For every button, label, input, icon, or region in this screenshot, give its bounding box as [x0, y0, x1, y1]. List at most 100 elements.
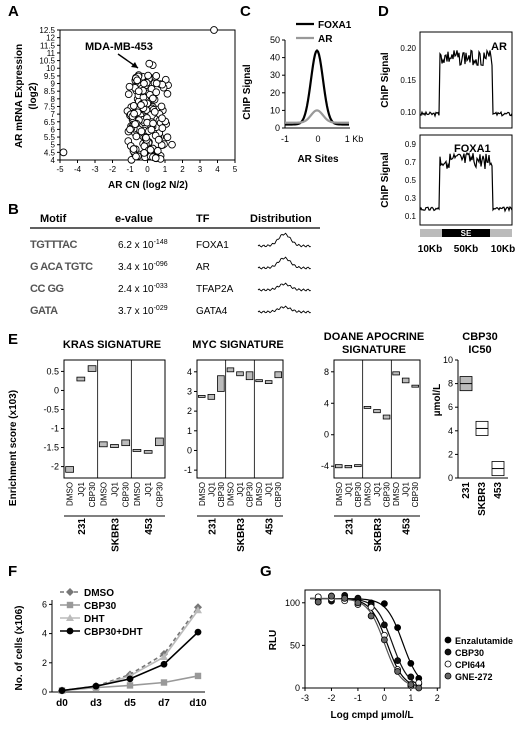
panel-f-ylabel: No. of cells (x106) [14, 605, 25, 690]
panel-e-box [121, 439, 131, 447]
panel-f-lines [58, 603, 202, 695]
panel-g-xtick: 2 [435, 693, 440, 703]
panel-c-legend-ar: AR [318, 34, 333, 45]
panel-a-ytick: 5 [51, 141, 56, 150]
panel-b-evalue: 3.4 x 10-096 [118, 261, 168, 273]
panel-a-point [149, 119, 157, 128]
panel-a-ytick: 8.5 [44, 87, 56, 96]
panel-e-box [236, 371, 244, 377]
panel-g-legend-label: CBP30 [455, 648, 484, 658]
panel-e-title-doane2: SIGNATURE [342, 344, 406, 356]
panel-a-point [133, 76, 142, 85]
panel-e-cellline: 453 [144, 518, 155, 535]
panel-e-ytick: 4 [324, 398, 329, 408]
panel-d-bottom-ytick: 0.9 [405, 140, 417, 149]
panel-e-treatment: CBP30 [383, 481, 392, 507]
panel-g-point [407, 673, 415, 681]
panel-c-ytick: 40 [270, 53, 280, 63]
panel-e-treatment: CBP30 [411, 481, 420, 507]
panel-e-ic50-ytick: 4 [448, 426, 453, 436]
panel-e-box [411, 384, 419, 388]
panel-g-point [394, 668, 402, 675]
panel-c-ytick: 30 [270, 70, 280, 80]
panel-g-legend-label: GNE-272 [455, 672, 493, 682]
panel-g-point [380, 636, 388, 644]
panel-g-xtick: -2 [327, 693, 335, 703]
panel-f-ticks: 0 2 4 6 d0 d3 d5 d7 d10 [42, 599, 207, 709]
panel-a-point [152, 79, 161, 88]
panel-e-treatment: CBP30 [354, 481, 363, 507]
panel-f-ytick: 4 [42, 629, 47, 639]
panel-e-ytick: 0 [324, 430, 329, 440]
panel-b-logo: CC GG [30, 283, 64, 295]
panel-c-ylabel: ChIP Signal [242, 64, 253, 120]
panel-g-point [380, 621, 388, 629]
panel-g-ytick: 0 [295, 683, 300, 693]
panel-e-cellline: 453 [265, 518, 276, 535]
panel-g-curves [310, 591, 423, 692]
panel-a-point [137, 127, 146, 136]
panel-g-curve [310, 597, 422, 687]
panel-a-point [129, 102, 138, 110]
panel-d-top-ytick: 0.15 [400, 76, 416, 85]
panel-e-ic50-ytick: 6 [448, 402, 453, 412]
panel-e-ytick: 3 [187, 386, 192, 396]
panel-e-treatment: JQ1 [402, 481, 411, 496]
panel-e-ytick: -1 [51, 424, 59, 434]
panel-e-treatment: DMSO [99, 482, 108, 506]
panel-a-point [132, 132, 141, 141]
panel-d-top-ytick: 0.20 [400, 44, 416, 53]
panel-a-point [59, 148, 68, 157]
panel-f-growth: No. of cells (x106) 0 2 4 6 d0 d3 d5 d7 d10 DMSO… [14, 588, 207, 709]
panel-label-c: C [240, 3, 251, 20]
panel-g-legend-marker [444, 660, 452, 668]
panel-d-bottom-frame [419, 134, 513, 226]
panel-f-point [160, 652, 168, 660]
panel-a-point [140, 149, 149, 157]
panel-g-xtick: -3 [301, 693, 309, 703]
panel-e-box [245, 371, 254, 381]
panel-e-ytick: -1.5 [43, 443, 59, 453]
panel-f-ytick: 2 [42, 658, 47, 668]
panel-a-ytick: 4 [51, 156, 56, 165]
panel-a-ytick: 12.5 [39, 26, 55, 35]
panel-g-ylabel: RLU [268, 630, 279, 651]
panel-f-xtick: d3 [90, 698, 102, 709]
panel-d-track-left: 10Kb [418, 244, 442, 255]
panel-f-legend-label: CBP30 [84, 601, 117, 612]
panel-g-frame [304, 589, 441, 689]
panel-f-point [92, 682, 100, 690]
panel-c-xtick-1: 0 [315, 134, 320, 144]
panel-e-box [198, 394, 206, 398]
panel-a-point [132, 152, 140, 161]
panel-g-point [367, 612, 375, 620]
panel-a-ytick: 11.5 [40, 41, 56, 50]
panel-e-box [87, 365, 97, 372]
panel-e-cellline: 453 [402, 518, 413, 535]
panel-e-ic50-cat: SKBR3 [477, 482, 488, 516]
panel-g-xtick: -1 [354, 693, 362, 703]
panel-g-legend-label: Enzalutamide [455, 636, 513, 646]
panel-g-point [407, 681, 415, 688]
panel-b-logo: TGTTTAC [30, 239, 78, 251]
panel-e-ytick: 0 [54, 385, 59, 395]
panel-a-point [142, 133, 150, 142]
panel-e-box [373, 409, 381, 414]
panel-label-d: D [378, 3, 389, 20]
panel-c-ytick: 10 [270, 105, 280, 115]
panel-f-legend-marker [66, 627, 74, 635]
panel-b-header-tf: TF [196, 213, 210, 225]
panel-e-box [382, 414, 391, 420]
panel-e-ic50-ytick: 10 [443, 355, 453, 365]
panel-b-evalue: 3.7 x 10-029 [118, 305, 168, 317]
panel-b-logo: G ACA TGTC [30, 261, 93, 273]
panel-e-treatment: DMSO [392, 482, 401, 506]
panel-e-cellline: SKBR3 [373, 518, 384, 552]
panel-a-scatter: AR mRNA Expression (log2) AR CN (log2 N/… [14, 26, 238, 191]
panel-a-ytick: 5.5 [44, 133, 56, 142]
panel-e-box [274, 371, 282, 379]
panel-g-xtick: 1 [408, 693, 413, 703]
panel-d-top-frame [419, 31, 513, 129]
panel-e-box [226, 367, 235, 373]
